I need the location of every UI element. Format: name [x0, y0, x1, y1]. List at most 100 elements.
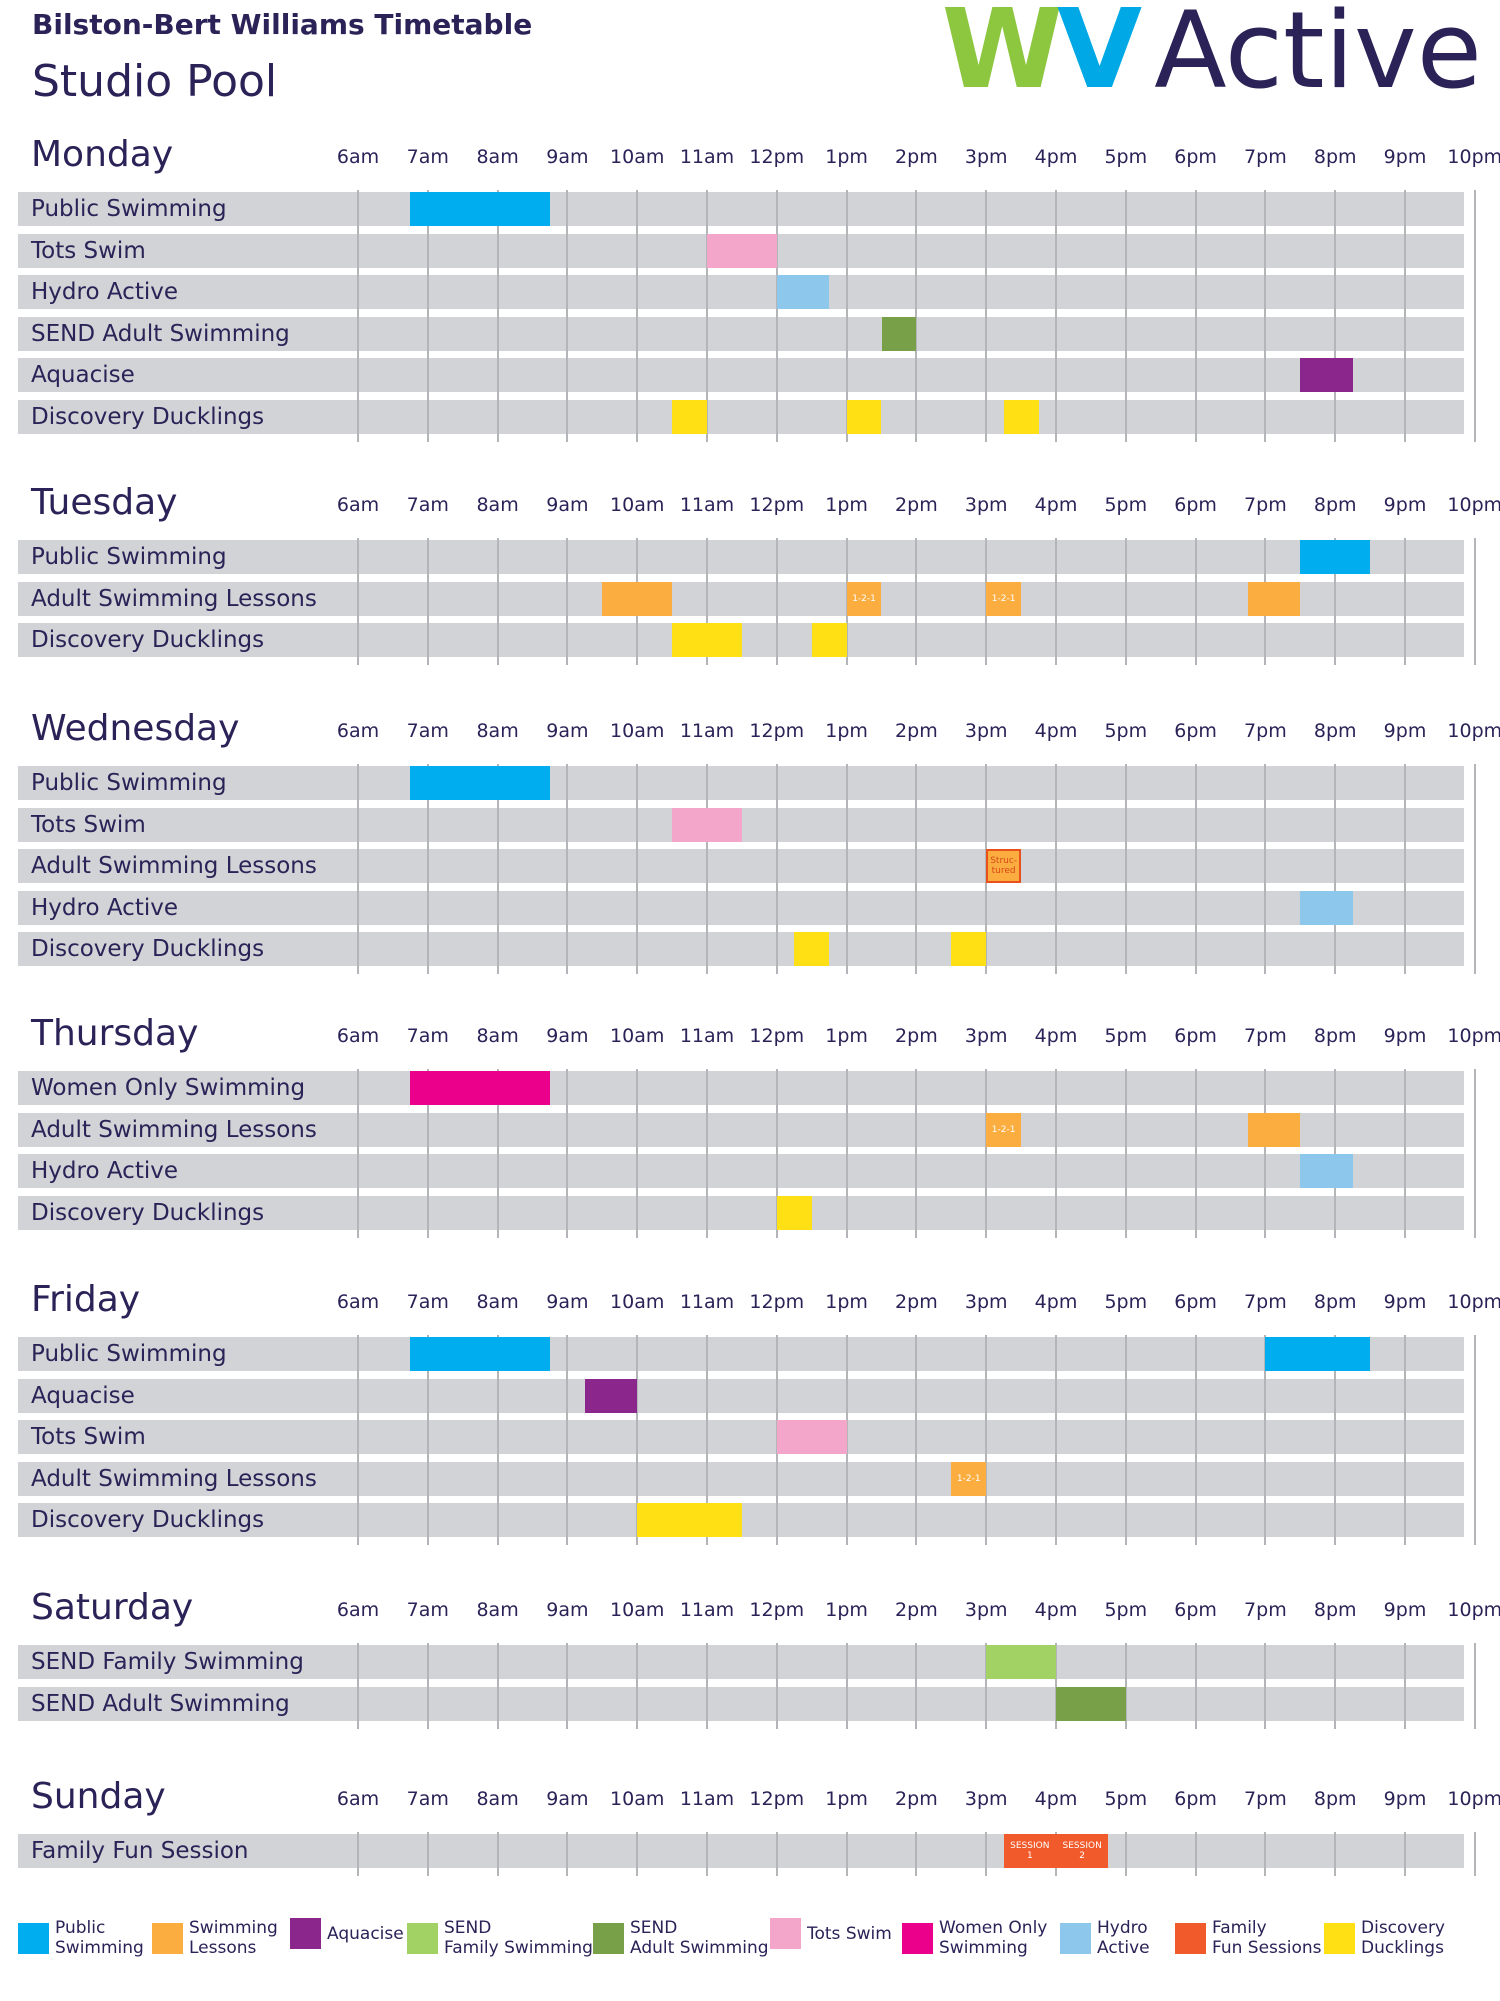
session-block-send-family[interactable]	[986, 1645, 1056, 1679]
hour-gridline	[985, 1832, 988, 1876]
session-block-lessons[interactable]	[602, 581, 673, 616]
session-block-public[interactable]	[410, 1337, 550, 1371]
hour-gridline	[1473, 1335, 1476, 1545]
session-block-public[interactable]	[1265, 1337, 1371, 1371]
hour-label: 9pm	[1383, 1599, 1427, 1621]
activity-label: Family Fun Session	[31, 1838, 249, 1864]
session-block-hydro[interactable]	[1300, 890, 1353, 925]
schedule-row	[18, 1154, 1464, 1188]
session-block-public[interactable]	[1300, 540, 1371, 574]
hour-gridline	[566, 1832, 569, 1876]
session-block-lessons[interactable]: 1-2-1	[846, 581, 882, 616]
session-block-ducklings[interactable]	[1003, 399, 1039, 434]
hour-label: 7pm	[1244, 720, 1287, 742]
session-block-ducklings[interactable]	[794, 932, 830, 966]
session-block-women[interactable]	[410, 1071, 550, 1105]
session-block-public[interactable]	[410, 192, 550, 226]
hour-gridline	[1194, 1643, 1197, 1729]
legend-swatch	[902, 1922, 933, 1954]
session-block-family-fun[interactable]: SESSION 2	[1056, 1834, 1109, 1868]
legend-swatch	[18, 1922, 49, 1954]
activity-label: Public Swimming	[31, 1341, 227, 1367]
hour-label: 8am	[476, 1788, 519, 1810]
hour-label: 5pm	[1104, 1025, 1148, 1047]
hour-label: 10am	[610, 720, 665, 742]
legend-label: Discovery Ducklings	[1361, 1918, 1445, 1958]
session-block-ducklings[interactable]	[811, 623, 847, 657]
schedule-row	[18, 1645, 1464, 1679]
hour-label: 9am	[546, 494, 589, 516]
hour-label: 10pm	[1447, 720, 1500, 742]
session-block-family-fun[interactable]: SESSION 1	[1003, 1834, 1056, 1868]
session-block-label: 1-2-1	[956, 1473, 981, 1484]
session-block-label: 1-2-1	[991, 1124, 1016, 1135]
hour-label: 10am	[610, 494, 665, 516]
hour-gridline	[566, 1335, 569, 1545]
hour-label: 6pm	[1174, 494, 1217, 516]
hour-label: 8am	[476, 720, 519, 742]
hour-gridline	[1264, 1335, 1267, 1545]
hour-gridline	[985, 1335, 988, 1545]
schedule-row	[18, 399, 1464, 434]
session-block-lessons[interactable]: 1-2-1	[951, 1461, 987, 1496]
legend-item-tots: Tots Swim	[770, 1918, 892, 1949]
hour-gridline	[636, 1335, 639, 1545]
schedule-row	[18, 1337, 1464, 1371]
hour-gridline	[1334, 1069, 1337, 1238]
session-block-aquacise[interactable]	[1300, 358, 1353, 392]
legend-label: Swimming Lessons	[189, 1918, 278, 1958]
session-block-send-adult[interactable]	[1056, 1686, 1126, 1721]
session-block-tots[interactable]	[707, 233, 777, 268]
session-block-hydro[interactable]	[1300, 1154, 1353, 1188]
session-block-public[interactable]	[410, 766, 550, 800]
schedule-row	[18, 766, 1464, 800]
hour-gridline	[915, 1643, 918, 1729]
hour-gridline	[357, 190, 359, 442]
day-title: Friday	[31, 1279, 141, 1320]
hour-label: 1pm	[825, 720, 868, 742]
legend-label: SEND Family Swimming	[444, 1918, 593, 1958]
hour-gridline	[357, 1069, 359, 1238]
legend-item-ducklings: Discovery Ducklings	[1324, 1918, 1445, 1958]
legend-swatch	[1175, 1922, 1206, 1954]
session-block-ducklings[interactable]	[637, 1503, 742, 1537]
hour-label: 12pm	[749, 1788, 805, 1810]
session-block-ducklings[interactable]	[672, 623, 742, 657]
session-block-ducklings[interactable]	[672, 399, 707, 434]
wv-active-logo: WV Active	[942, 0, 1482, 106]
hour-gridline	[636, 1832, 639, 1876]
legend-label: Tots Swim	[807, 1923, 892, 1944]
hour-gridline	[1334, 1832, 1337, 1876]
legend-swatch	[1324, 1922, 1355, 1954]
session-block-lessons[interactable]: Struc- tured	[986, 849, 1022, 883]
session-block-tots[interactable]	[776, 1420, 847, 1454]
hour-gridline	[1124, 190, 1127, 442]
hour-label: 9am	[546, 1788, 589, 1810]
hour-gridline	[1473, 1069, 1476, 1238]
session-block-hydro[interactable]	[776, 275, 830, 309]
activity-label: Discovery Ducklings	[31, 936, 265, 962]
hour-gridline	[1055, 190, 1057, 442]
session-block-aquacise[interactable]	[584, 1378, 638, 1413]
hour-label: 8pm	[1313, 1025, 1357, 1047]
hour-label: 8am	[476, 1599, 519, 1621]
session-block-ducklings[interactable]	[846, 399, 882, 434]
session-block-lessons[interactable]: 1-2-1	[986, 1112, 1022, 1147]
hour-label: 8am	[476, 494, 519, 516]
session-block-lessons[interactable]	[1247, 581, 1301, 616]
session-block-ducklings[interactable]	[776, 1195, 812, 1230]
session-block-lessons[interactable]	[1247, 1112, 1301, 1147]
hour-gridline	[775, 190, 778, 442]
hour-gridline	[845, 1335, 848, 1545]
hour-label: 10am	[610, 146, 665, 168]
logo-w: W	[941, 0, 1063, 113]
legend-item-lessons: Swimming Lessons	[152, 1918, 278, 1958]
hour-gridline	[357, 764, 359, 974]
session-block-lessons[interactable]: 1-2-1	[986, 581, 1022, 616]
session-block-send-adult[interactable]	[881, 316, 917, 351]
hour-label: 3pm	[964, 1025, 1008, 1047]
session-block-tots[interactable]	[672, 807, 742, 842]
session-block-label: 1-2-1	[852, 593, 876, 604]
hour-gridline	[1124, 1069, 1127, 1238]
session-block-ducklings[interactable]	[951, 932, 987, 966]
